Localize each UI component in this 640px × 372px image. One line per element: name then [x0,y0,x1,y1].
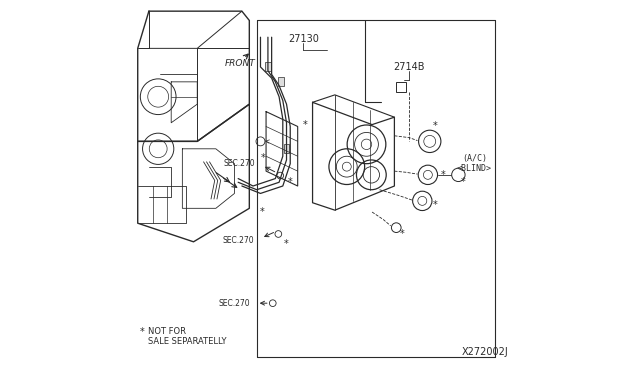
Text: SALE SEPARATELLY: SALE SEPARATELLY [148,337,227,346]
Text: *: * [433,122,438,131]
Text: *: * [140,327,145,337]
Text: *: * [433,200,438,209]
Text: 2714B: 2714B [393,62,424,72]
Bar [284,144,289,153]
Text: *: * [440,170,445,180]
Text: *: * [461,177,465,187]
Text: X272002J: X272002J [462,347,509,356]
Text: SEC.270: SEC.270 [222,236,254,245]
Text: *: * [303,120,307,129]
Text: *: * [260,153,266,163]
Bar [265,62,271,71]
Text: SEC.270: SEC.270 [218,299,250,308]
Text: 27130: 27130 [288,34,319,44]
Text: SEC.270: SEC.270 [223,159,255,168]
Text: *: * [288,177,292,187]
Text: *: * [284,239,289,248]
Text: NOT FOR: NOT FOR [148,327,186,336]
Text: FRONT: FRONT [225,59,255,68]
Text: *: * [399,230,404,239]
Bar [278,77,284,86]
Text: (A/C)
<BLIND>: (A/C) <BLIND> [457,154,492,173]
Text: *: * [260,207,265,217]
Bar [396,82,406,92]
